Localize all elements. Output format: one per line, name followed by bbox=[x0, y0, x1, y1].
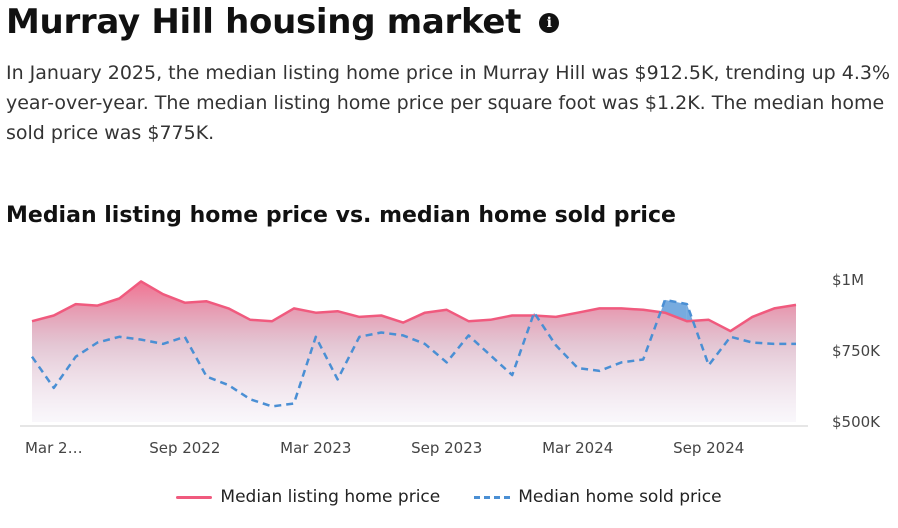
sold-point[interactable] bbox=[706, 362, 712, 368]
listing-point[interactable] bbox=[51, 313, 57, 319]
listing-point[interactable] bbox=[29, 318, 35, 324]
listing-point[interactable] bbox=[160, 291, 166, 297]
x-tick-label: Mar 2024 bbox=[542, 439, 613, 457]
sold-point[interactable] bbox=[51, 385, 57, 391]
listing-point[interactable] bbox=[138, 278, 144, 284]
listing-point[interactable] bbox=[269, 318, 275, 324]
listing-point[interactable] bbox=[771, 305, 777, 311]
chart-legend: Median listing home price Median home so… bbox=[0, 487, 898, 507]
y-tick-label: $1M bbox=[832, 271, 864, 289]
sold-point[interactable] bbox=[73, 354, 79, 360]
listing-point[interactable] bbox=[553, 314, 559, 320]
sold-point[interactable] bbox=[531, 310, 537, 316]
sold-point[interactable] bbox=[793, 341, 799, 347]
listing-area-fill bbox=[32, 281, 796, 422]
sold-point[interactable] bbox=[509, 372, 515, 378]
sold-point[interactable] bbox=[749, 340, 755, 346]
sold-point[interactable] bbox=[618, 359, 624, 365]
listing-point[interactable] bbox=[466, 318, 472, 324]
sold-point[interactable] bbox=[662, 297, 668, 303]
sold-point[interactable] bbox=[160, 341, 166, 347]
sold-point[interactable] bbox=[597, 368, 603, 374]
sold-point[interactable] bbox=[95, 340, 101, 346]
sold-point[interactable] bbox=[269, 403, 275, 409]
sold-point[interactable] bbox=[313, 334, 319, 340]
sold-point[interactable] bbox=[356, 334, 362, 340]
sold-point[interactable] bbox=[291, 401, 297, 407]
x-tick-label: Sep 2022 bbox=[149, 439, 220, 457]
market-summary: In January 2025, the median listing home… bbox=[6, 62, 891, 144]
y-tick-label: $750K bbox=[832, 342, 881, 360]
sold-point[interactable] bbox=[204, 374, 210, 380]
y-tick-label: $500K bbox=[832, 413, 881, 431]
page-title: Murray Hill housing market i bbox=[6, 2, 560, 42]
sold-point[interactable] bbox=[116, 334, 122, 340]
listing-point[interactable] bbox=[116, 296, 122, 302]
sold-point[interactable] bbox=[378, 330, 384, 336]
sold-point[interactable] bbox=[553, 342, 559, 348]
listing-point[interactable] bbox=[728, 328, 734, 334]
legend-item-sold[interactable]: Median home sold price bbox=[474, 487, 722, 507]
listing-point[interactable] bbox=[749, 314, 755, 320]
listing-point[interactable] bbox=[575, 310, 581, 316]
sold-point[interactable] bbox=[422, 341, 428, 347]
x-tick-label: Mar 2… bbox=[25, 439, 83, 457]
sold-point[interactable] bbox=[640, 357, 646, 363]
listing-point[interactable] bbox=[400, 320, 406, 326]
x-tick-label: Sep 2024 bbox=[673, 439, 744, 457]
sold-point[interactable] bbox=[335, 376, 341, 382]
listing-point[interactable] bbox=[706, 317, 712, 323]
sold-above-listing-fill bbox=[665, 299, 687, 322]
x-tick-label: Sep 2023 bbox=[411, 439, 482, 457]
listing-price-line[interactable] bbox=[31, 280, 797, 333]
page-title-text: Murray Hill housing market bbox=[6, 2, 522, 42]
listing-point[interactable] bbox=[662, 310, 668, 316]
sold-point[interactable] bbox=[182, 334, 188, 340]
sold-point[interactable] bbox=[684, 301, 690, 307]
listing-point[interactable] bbox=[335, 308, 341, 314]
sold-point[interactable] bbox=[466, 332, 472, 338]
listing-point[interactable] bbox=[313, 310, 319, 316]
sold-point[interactable] bbox=[400, 332, 406, 338]
listing-point[interactable] bbox=[95, 303, 101, 309]
legend-item-listing[interactable]: Median listing home price bbox=[176, 487, 440, 507]
listing-point[interactable] bbox=[509, 313, 515, 319]
sold-point[interactable] bbox=[138, 337, 144, 343]
listing-point[interactable] bbox=[793, 302, 799, 308]
listing-point[interactable] bbox=[597, 305, 603, 311]
listing-point[interactable] bbox=[684, 318, 690, 324]
listing-point[interactable] bbox=[422, 310, 428, 316]
listing-point[interactable] bbox=[204, 298, 210, 304]
price-chart: $500K $750K $1M Mar 2… Sep 2022 Mar 2023 Sep … bbox=[20, 271, 881, 457]
legend-swatch-sold bbox=[474, 495, 511, 499]
sold-point[interactable] bbox=[771, 341, 777, 347]
listing-point[interactable] bbox=[356, 314, 362, 320]
listing-point[interactable] bbox=[618, 305, 624, 311]
listing-point[interactable] bbox=[640, 307, 646, 313]
sold-point[interactable] bbox=[29, 354, 35, 360]
info-icon[interactable]: i bbox=[539, 13, 560, 33]
listing-point[interactable] bbox=[73, 301, 79, 307]
x-tick-label: Mar 2023 bbox=[280, 439, 351, 457]
listing-point[interactable] bbox=[226, 305, 232, 311]
sold-price-line[interactable] bbox=[30, 298, 796, 408]
sold-point[interactable] bbox=[226, 382, 232, 388]
legend-swatch-listing bbox=[176, 495, 213, 499]
listing-point[interactable] bbox=[182, 300, 188, 306]
listing-point[interactable] bbox=[487, 317, 493, 323]
listing-point[interactable] bbox=[378, 313, 384, 319]
listing-point[interactable] bbox=[444, 307, 450, 313]
chart-title: Median listing home price vs. median hom… bbox=[6, 203, 676, 228]
legend-label-sold: Median home sold price bbox=[518, 487, 722, 507]
legend-label-listing: Median listing home price bbox=[220, 487, 441, 507]
sold-point[interactable] bbox=[444, 359, 450, 365]
sold-point[interactable] bbox=[247, 396, 253, 402]
sold-point[interactable] bbox=[728, 334, 734, 340]
listing-point[interactable] bbox=[291, 305, 297, 311]
sold-point[interactable] bbox=[575, 365, 581, 371]
listing-point[interactable] bbox=[247, 317, 253, 323]
sold-point[interactable] bbox=[487, 352, 493, 358]
